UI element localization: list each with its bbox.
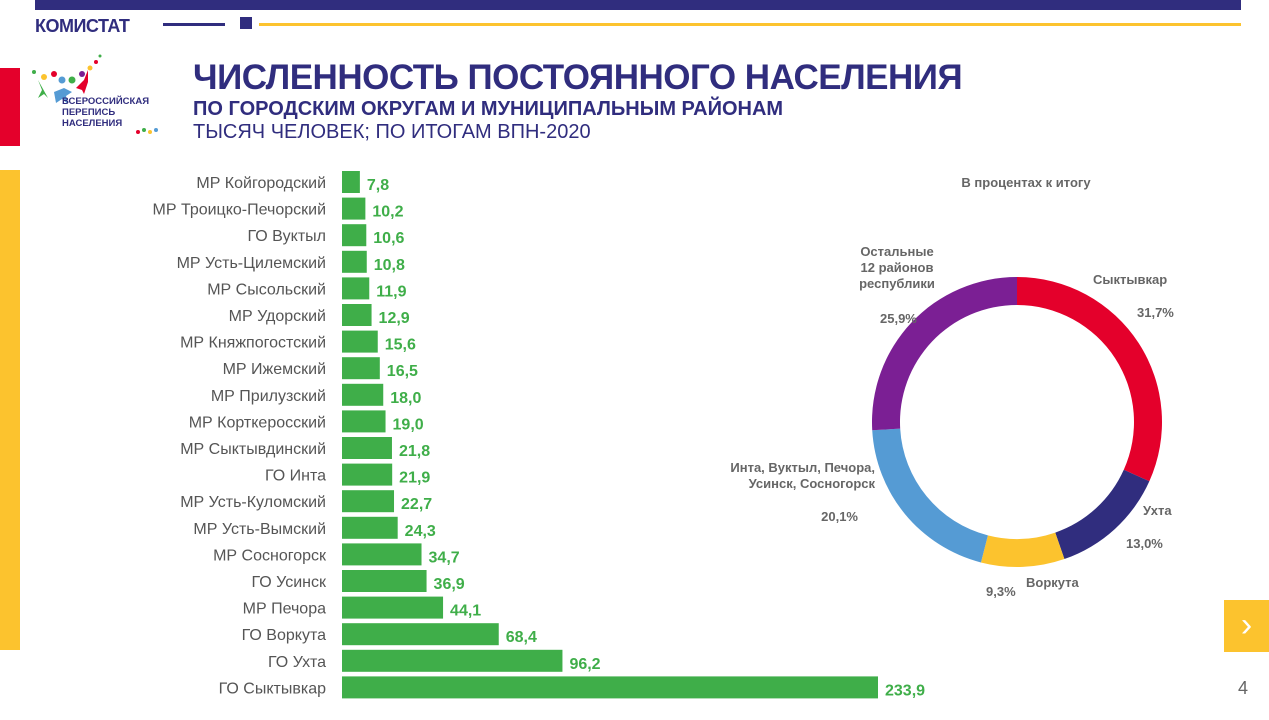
bar-category-label: ГО Инта [265,468,326,485]
bar-value-label: 68,4 [506,629,537,646]
bar-category-label: МР Ижемский [223,361,326,378]
slice-name: Воркута [1026,575,1080,590]
brand: КОМИСТАТ [35,16,130,36]
bar [342,570,427,592]
slice-name: Усинск, Сосногорск [749,476,876,491]
bar [342,490,395,513]
bar-category-label: МР Корткеросский [189,414,326,431]
bar [342,171,360,193]
bar [342,649,563,672]
bar-value-label: 16,5 [387,363,418,380]
census-logo [32,54,158,134]
slice-name: Ухта [1143,503,1172,518]
bar-value-label: 34,7 [429,549,460,566]
bar-value-label: 10,6 [373,230,404,247]
bar-category-label: МР Койгородский [196,175,326,192]
slice-percent: 25,9% [880,311,917,326]
bar-category-label: МР Княжпогостский [180,335,326,352]
donut-slice [1017,277,1162,482]
page-title: ЧИСЛЕННОСТЬ ПОСТОЯННОГО НАСЕЛЕНИЯ [193,58,963,97]
bar [342,304,372,326]
bar-category-label: МР Усть-Вымский [193,521,326,538]
slice-percent: 13,0% [1126,536,1163,551]
slice-name: республики [859,276,935,291]
bar-category-label: МР Усть-Куломский [180,494,326,511]
page-subtitle: ПО ГОРОДСКИМ ОКРУГАМ И МУНИЦИПАЛЬНЫМ РАЙ… [193,98,784,120]
bar-value-label: 15,6 [385,337,416,354]
donut-slice [1055,469,1150,560]
slice-percent: 9,3% [986,584,1016,599]
bar [342,437,392,459]
bar [342,277,370,300]
logo-line: ВСЕРОССИЙСКАЯ [62,96,150,107]
bar-value-label: 21,9 [399,470,430,487]
bar-category-label: МР Сыктывдинский [180,441,326,458]
bar [342,543,422,566]
bar-value-label: 24,3 [405,523,436,540]
bar-value-label: 10,8 [374,257,405,274]
bar-value-label: 11,9 [376,283,406,300]
bar-value-label: 233,9 [885,682,925,699]
slice-name: Инта, Вуктыл, Печора, [730,460,875,475]
bar [342,224,367,247]
donut-slice [980,532,1065,568]
bar-category-label: ГО Вуктыл [248,228,327,245]
donut-slice [871,277,1017,431]
bar-value-label: 18,0 [390,390,421,407]
divider-square [240,17,252,29]
bar-category-label: ГО Ухта [268,654,326,671]
slice-name: Сыктывкар [1093,272,1167,287]
divider [259,23,1241,26]
bar [342,623,499,646]
bar-value-label: 12,9 [379,310,410,327]
bar [342,516,398,539]
bar-category-label: МР Сысольский [207,281,326,298]
slice-name: Остальные [860,244,933,259]
logo-line: ПЕРЕПИСЬ [62,107,116,118]
bar [342,596,444,619]
top-bar [35,0,1241,10]
bar-value-label: 21,8 [399,443,430,460]
accent-bar [0,68,20,146]
bar [342,383,384,406]
bar-category-label: ГО Сыктывкар [219,680,326,697]
page-number: 4 [1238,678,1249,698]
units-label: ТЫСЯЧ ЧЕЛОВЕК; ПО ИТОГАМ ВПН-2020 [193,121,591,143]
divider [163,23,225,26]
bar-value-label: 36,9 [434,576,465,593]
donut-slice [872,428,988,563]
next-slide-button[interactable]: › [1224,600,1269,652]
bar-category-label: ГО Усинск [251,574,327,591]
bar-category-label: МР Сосногорск [213,547,327,564]
bar [342,357,380,380]
bar [342,330,378,353]
bar-value-label: 44,1 [450,603,481,620]
slice-name: 12 районов [861,260,934,275]
bar [342,676,878,699]
bar-category-label: МР Троицко-Печорский [153,202,327,219]
bar [342,197,366,220]
bar-value-label: 10,2 [372,204,403,221]
bar-category-label: ГО Воркута [242,627,326,644]
chevron-right-icon: › [1240,606,1253,644]
logo-line: НАСЕЛЕНИЯ [62,118,123,129]
slice-percent: 31,7% [1137,305,1174,320]
bar-value-label: 19,0 [393,416,424,433]
slice-percent: 20,1% [821,509,858,524]
bar [342,463,393,486]
bar [342,250,367,273]
bar [342,410,386,433]
donut-title: В процентах к итогу [961,175,1091,190]
accent-bar [0,170,20,650]
bar-category-label: МР Печора [243,601,326,618]
bar-category-label: МР Усть-Цилемский [177,255,326,272]
bar-value-label: 96,2 [569,656,600,673]
bar-category-label: МР Удорский [229,308,326,325]
bar-category-label: МР Прилузский [211,388,326,405]
logo-text: ВСЕРОССИЙСКАЯ ПЕРЕПИСЬ НАСЕЛЕНИЯ [62,96,149,129]
bar-value-label: 22,7 [401,496,432,513]
bar-value-label: 7,8 [367,177,389,194]
